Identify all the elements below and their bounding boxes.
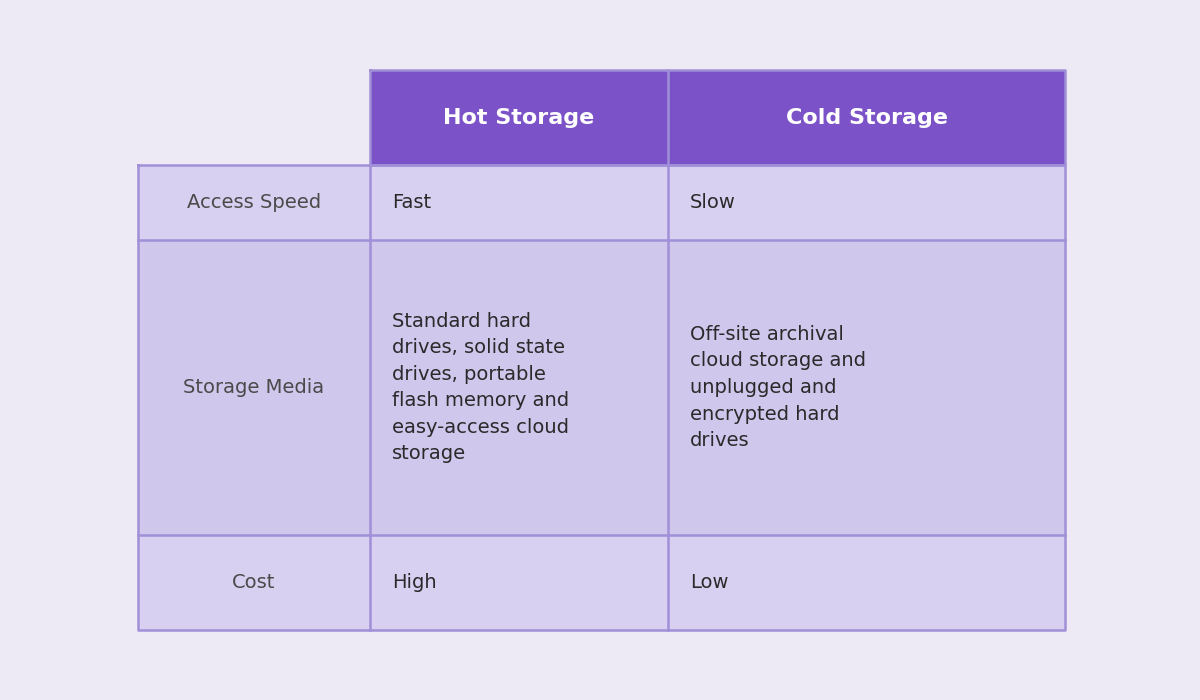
Text: Hot Storage: Hot Storage — [443, 108, 595, 127]
Text: Off-site archival
cloud storage and
unplugged and
encrypted hard
drives: Off-site archival cloud storage and unpl… — [690, 325, 866, 450]
Bar — [138, 165, 1066, 240]
Text: Access Speed: Access Speed — [187, 193, 322, 212]
Text: Standard hard
drives, solid state
drives, portable
flash memory and
easy-access : Standard hard drives, solid state drives… — [392, 312, 569, 463]
Text: Storage Media: Storage Media — [184, 378, 324, 397]
Text: Cost: Cost — [233, 573, 276, 592]
Text: Slow: Slow — [690, 193, 736, 212]
Text: High: High — [392, 573, 437, 592]
Bar — [138, 240, 1066, 535]
Text: Fast: Fast — [392, 193, 431, 212]
Text: Low: Low — [690, 573, 728, 592]
Text: Cold Storage: Cold Storage — [786, 108, 948, 127]
Bar — [370, 70, 1066, 165]
Bar — [138, 535, 1066, 630]
